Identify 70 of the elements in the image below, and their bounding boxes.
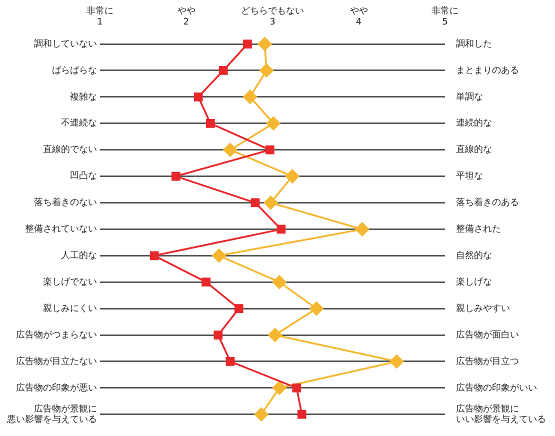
y-tick-label: 広告物が目立たない [16, 356, 97, 367]
y-tick-label: 広告物が景観に悪い影響を与えている [6, 403, 97, 426]
point [250, 198, 260, 208]
point [194, 92, 203, 102]
y2-tick-label: 楽しげな [456, 276, 492, 288]
y-tick-label: 広告物の印象が悪い [16, 382, 97, 394]
point [310, 302, 324, 316]
point [234, 304, 244, 313]
point [223, 142, 238, 157]
y-tick-label: 楽しげでない [43, 276, 97, 288]
point [390, 354, 404, 368]
point [226, 357, 235, 366]
y2-tick-label: 平坦な [456, 170, 483, 182]
y-tick-label: 広告物がつまらない [16, 329, 97, 340]
point [214, 330, 223, 340]
y2-tick-label: 落ち着きのある [456, 197, 519, 208]
y-tick-label: ばらばらな [52, 64, 97, 76]
point [243, 90, 257, 104]
y2-tick-label: 自然的な [456, 250, 492, 261]
y-tick-label: 整備されていない [25, 224, 97, 235]
point [254, 407, 268, 422]
y-tick-label: 親しみにくい [43, 302, 97, 314]
y2-tick-label: 直線的な [456, 144, 492, 156]
point [285, 169, 300, 184]
y-tick-label: 人工的な [61, 250, 97, 261]
y2-tick-label: 広告物が目立つ [456, 356, 519, 367]
point [150, 251, 159, 260]
point [258, 37, 272, 51]
y-tick-label: 不連続な [61, 118, 97, 129]
point [272, 381, 286, 395]
y2-tick-label: 広告物が面白い [456, 329, 519, 340]
y-tick-label: 落ち着きのない [34, 197, 97, 208]
x-tick-label: 3 [270, 18, 276, 28]
point [268, 328, 282, 342]
text: 非常に [432, 6, 458, 17]
text: やや [177, 6, 196, 17]
y-tick-label: 調和していない [34, 38, 97, 50]
point [355, 222, 370, 236]
y2-tick-label: まとまりのある [456, 66, 519, 76]
y-tick-label: 凹凸な [70, 170, 97, 182]
y2-tick-label: 広告物の印象がいい [456, 382, 537, 394]
y2-tick-label: 親しみやすい [456, 302, 510, 314]
text: どちらでもない [241, 6, 304, 17]
text: やや [350, 6, 368, 17]
y-tick-label: 複雑な [70, 91, 97, 102]
point [243, 40, 252, 48]
x-tick-label: 5 [442, 18, 448, 28]
point [171, 172, 180, 181]
point [265, 145, 274, 154]
point [266, 116, 280, 130]
x-tick-label: 1 [97, 18, 103, 28]
y2-tick-label: 単調な [456, 91, 483, 102]
point [212, 248, 226, 263]
point [292, 383, 302, 392]
y2-tick-label: 整備された [456, 224, 501, 235]
x-tick-label: 2 [183, 18, 190, 28]
y2-tick-label: 連続的な [456, 118, 492, 129]
point [260, 64, 274, 78]
y2-tick-label: 広告物が景観にいい影響を与えている [456, 403, 546, 426]
point [264, 196, 278, 210]
point [272, 275, 286, 290]
y2-tick-label: 調和した [456, 38, 492, 50]
y-tick-label: 直線的でない [43, 144, 97, 156]
text: 非常に [86, 6, 114, 17]
point [218, 66, 228, 75]
point [206, 118, 215, 128]
x-tick-label: 4 [356, 18, 362, 28]
point [297, 410, 306, 419]
point [276, 224, 286, 234]
point [202, 278, 211, 287]
